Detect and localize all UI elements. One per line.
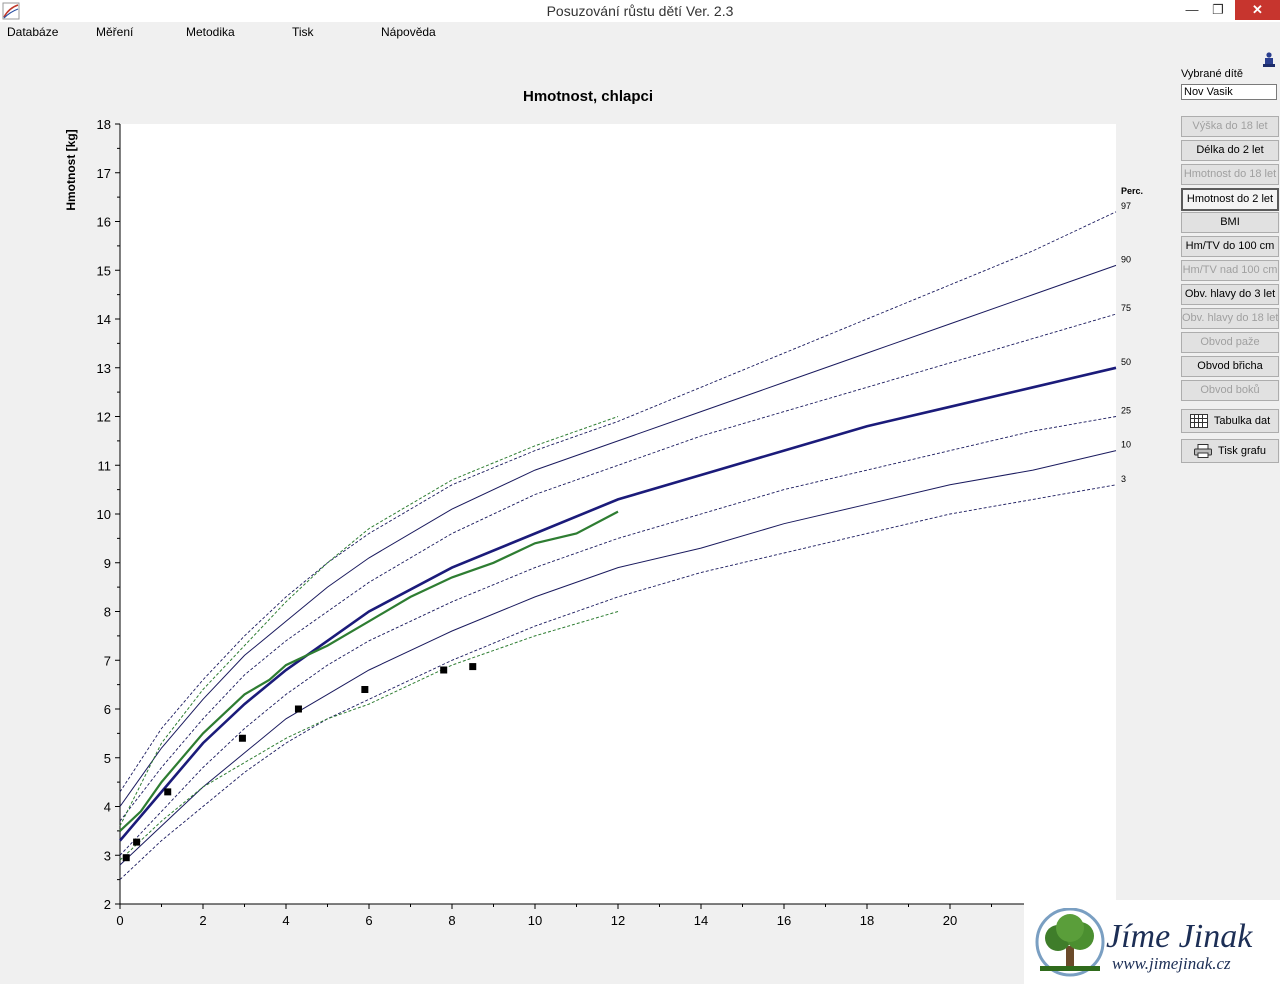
- percentile-line-90: [119, 264, 1117, 807]
- y-tick-label: 7: [104, 653, 111, 668]
- y-tick-label: 8: [104, 605, 111, 620]
- measurement-point: [294, 705, 302, 713]
- minimize-button[interactable]: —: [1185, 2, 1199, 17]
- measurement-point: [122, 854, 130, 862]
- x-tick-label: 14: [694, 913, 708, 928]
- button-obvod-boku[interactable]: Obvod boků: [1181, 380, 1279, 401]
- percentile-label-75: 75: [1121, 303, 1131, 313]
- y-tick-label: 11: [98, 458, 112, 473]
- window-title: Posuzování růstu dětí Ver. 2.3: [546, 3, 734, 19]
- table-icon: [1189, 414, 1208, 429]
- percentile-line-75: [119, 313, 1117, 822]
- menu-tisk[interactable]: Tisk: [292, 25, 314, 39]
- green-curve-3: [119, 611, 619, 861]
- y-tick-label: 14: [97, 312, 111, 327]
- series-layer: 97 90 75 50 25 10 3: [119, 201, 1131, 880]
- button-hmotnost-do-2-let[interactable]: Hmotnost do 2 let: [1181, 188, 1279, 211]
- side-panel: Vybrané dítě Výška do 18 let Délka do 2 …: [1178, 42, 1280, 984]
- button-delka-do-2-let[interactable]: Délka do 2 let: [1181, 140, 1279, 161]
- chart-area: Hmotnost, chlapci Hmotnost [kg] Perc. 2 3…: [0, 42, 1178, 984]
- percentile-line-50: [119, 366, 1117, 842]
- x-tick-label: 12: [611, 913, 625, 928]
- percentile-line-97: [119, 211, 1117, 793]
- y-tick-label: 2: [104, 897, 111, 912]
- button-hm-tv-do-100[interactable]: Hm/TV do 100 cm: [1181, 236, 1279, 257]
- x-tick-label: 16: [777, 913, 791, 928]
- selected-child-label: Vybrané dítě: [1181, 68, 1243, 80]
- percentile-label-50: 50: [1121, 357, 1131, 367]
- percentile-line-25: [119, 416, 1117, 856]
- x-tick-label: 18: [860, 913, 874, 928]
- measurement-point: [164, 788, 172, 796]
- close-button[interactable]: ✕: [1235, 0, 1280, 20]
- button-bmi[interactable]: BMI: [1181, 212, 1279, 233]
- y-tick-label: 5: [104, 751, 111, 766]
- y-tick-label: 6: [104, 702, 111, 717]
- table-data-button[interactable]: Tabulka dat: [1181, 409, 1279, 433]
- x-tick-label: 20: [943, 913, 957, 928]
- percentile-label-25: 25: [1121, 406, 1131, 416]
- y-axis-label: Hmotnost [kg]: [64, 129, 78, 210]
- y-tick-label: 12: [97, 410, 111, 425]
- y-tick-label: 9: [104, 556, 111, 571]
- percentile-line-3: [119, 484, 1117, 880]
- watermark-logo: Jíme Jinak www.jimejinak.cz: [1024, 900, 1280, 984]
- measurement-point: [469, 663, 477, 671]
- menu-bar: Databáze Měření Metodika Tisk Nápověda: [0, 22, 1280, 42]
- tree-icon: [1035, 908, 1105, 977]
- x-tick-label: 2: [199, 913, 206, 928]
- percentile-legend-title: Perc.: [1121, 186, 1143, 196]
- measurement-point: [440, 666, 448, 674]
- x-tick-label: 6: [365, 913, 372, 928]
- y-tick-label: 16: [97, 215, 111, 230]
- title-bar: Posuzování růstu dětí Ver. 2.3 — ❐ ✕: [0, 0, 1280, 22]
- y-tick-label: 10: [97, 507, 111, 522]
- y-tick-label: 13: [97, 361, 111, 376]
- button-obv-hlavy-do-3-let[interactable]: Obv. hlavy do 3 let: [1181, 284, 1279, 305]
- menu-napoveda[interactable]: Nápověda: [381, 25, 436, 39]
- maximize-button[interactable]: ❐: [1212, 2, 1224, 17]
- x-tick-label: 10: [528, 913, 542, 928]
- y-tick-label: 3: [104, 848, 111, 863]
- percentile-label-97: 97: [1121, 201, 1131, 211]
- measurement-point: [238, 734, 246, 742]
- y-tick-label: 18: [97, 117, 111, 132]
- x-tick-label: 4: [282, 913, 289, 928]
- menu-metodika[interactable]: Metodika: [186, 25, 235, 39]
- print-chart-button[interactable]: Tisk grafu: [1181, 439, 1279, 463]
- person-icon[interactable]: [1262, 52, 1276, 68]
- print-chart-label: Tisk grafu: [1218, 445, 1266, 457]
- plot-background: [120, 124, 1116, 904]
- menu-mereni[interactable]: Měření: [96, 25, 134, 39]
- table-data-label: Tabulka dat: [1213, 415, 1271, 427]
- button-obvod-paze[interactable]: Obvod paže: [1181, 332, 1279, 353]
- growth-chart-icon[interactable]: [2, 2, 20, 20]
- button-obv-hlavy-do-18-let[interactable]: Obv. hlavy do 18 let: [1181, 308, 1279, 329]
- chart-title: Hmotnost, chlapci: [523, 88, 653, 105]
- measurement-point: [361, 686, 369, 693]
- percentile-label-3: 3: [1121, 474, 1126, 484]
- logo-text: Jíme Jinak: [1106, 918, 1253, 955]
- percentile-line-10: [119, 450, 1117, 866]
- button-hm-tv-nad-100[interactable]: Hm/TV nad 100 cm: [1181, 260, 1279, 281]
- x-tick-label: 8: [448, 913, 455, 928]
- green-curve-1: [119, 416, 619, 827]
- logo-url: www.jimejinak.cz: [1112, 954, 1231, 973]
- percentile-label-90: 90: [1121, 254, 1131, 264]
- menu-databaze[interactable]: Databáze: [7, 25, 59, 39]
- percentile-label-10: 10: [1121, 440, 1131, 450]
- y-tick-label: 15: [97, 263, 111, 278]
- measurement-point: [133, 838, 141, 846]
- y-tick-label: 4: [104, 800, 111, 815]
- button-hmotnost-do-18-let[interactable]: Hmotnost do 18 let: [1181, 164, 1279, 185]
- button-obvod-bricha[interactable]: Obvod břicha: [1181, 356, 1279, 377]
- printer-icon: [1194, 444, 1213, 459]
- y-tick-label: 17: [97, 166, 111, 181]
- green-curve-2: [119, 510, 619, 832]
- button-vyska-do-18-let[interactable]: Výška do 18 let: [1181, 116, 1279, 137]
- growth-chart: Hmotnost, chlapci Hmotnost [kg] Perc. 2 3…: [64, 88, 1143, 928]
- x-tick-label: 0: [116, 913, 123, 928]
- selected-child-field[interactable]: [1181, 84, 1277, 100]
